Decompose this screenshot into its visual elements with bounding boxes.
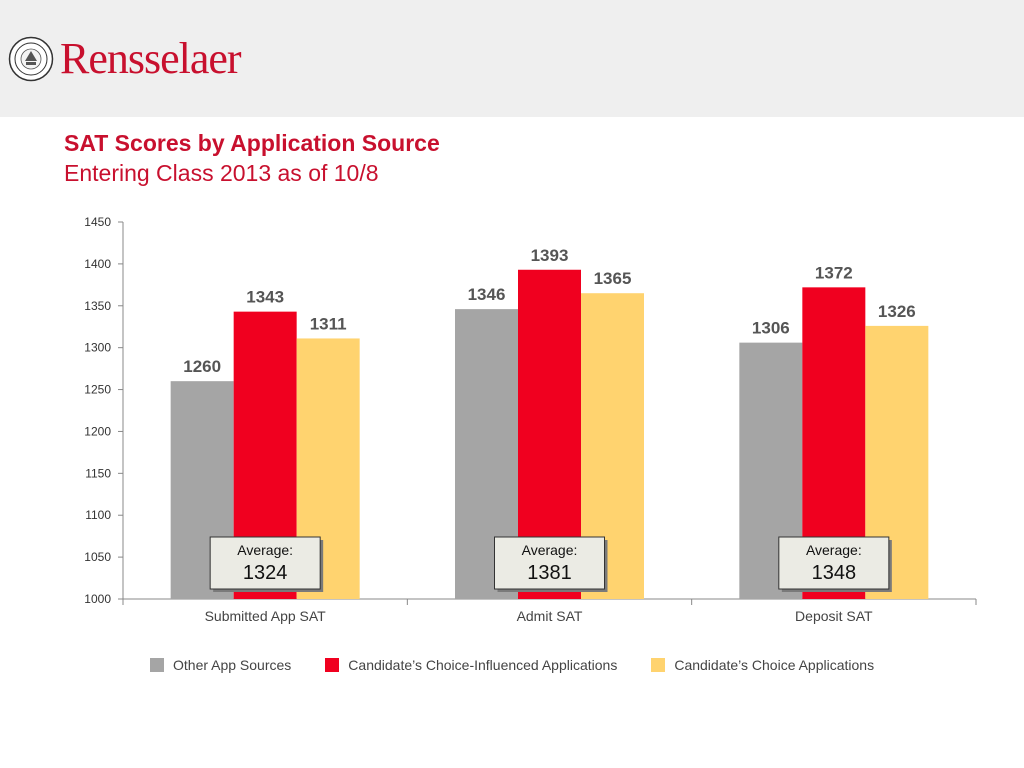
chart-title: SAT Scores by Application Source xyxy=(64,130,440,156)
data-label: 1343 xyxy=(246,288,284,307)
data-label: 1326 xyxy=(878,302,916,321)
y-tick-label: 1100 xyxy=(85,508,111,522)
legend-swatch xyxy=(325,658,340,672)
data-label: 1306 xyxy=(752,319,790,338)
average-box xyxy=(778,536,890,590)
brand-logo[interactable]: Rensselaer xyxy=(8,34,242,84)
x-category-label: Admit SAT xyxy=(517,608,583,624)
legend-item: Candidate’s Choice Applications xyxy=(651,657,874,673)
y-tick-label: 1000 xyxy=(84,592,111,606)
average-label: Average: xyxy=(806,542,862,558)
data-label: 1346 xyxy=(468,285,506,304)
y-tick-label: 1450 xyxy=(84,215,111,229)
legend-swatch xyxy=(150,658,164,672)
data-label: 1393 xyxy=(531,246,569,265)
average-value: 1348 xyxy=(812,562,857,584)
x-category-label: Submitted App SAT xyxy=(205,608,327,624)
average-box xyxy=(209,536,321,590)
chart-legend: Other App Sources Candidate’s Choice-Infl… xyxy=(150,657,908,673)
data-label: 1260 xyxy=(183,357,221,376)
average-value: 1324 xyxy=(243,562,288,584)
y-tick-label: 1300 xyxy=(84,341,111,355)
header-band xyxy=(0,0,1024,117)
legend-swatch xyxy=(651,658,666,672)
university-seal-icon xyxy=(8,36,54,82)
y-tick-label: 1350 xyxy=(84,299,111,313)
legend-label: Other App Sources xyxy=(173,657,292,673)
brand-wordmark: Rensselaer xyxy=(60,34,242,83)
y-tick-label: 1150 xyxy=(85,466,111,480)
y-tick-label: 1400 xyxy=(84,257,111,271)
average-value: 1381 xyxy=(527,562,572,584)
average-box xyxy=(494,536,605,590)
bar-chart: 1000 1050 1100 1150 1200 1250 1300 1350 1400 1450… xyxy=(84,215,977,624)
y-tick-label: 1250 xyxy=(84,383,111,397)
data-label: 1311 xyxy=(310,314,347,333)
legend-label: Candidate’s Choice Applications xyxy=(674,657,875,673)
data-label: 1372 xyxy=(815,263,853,282)
legend-item: Candidate’s Choice-Influenced Applicatio… xyxy=(325,657,617,673)
x-category-label: Deposit SAT xyxy=(795,608,873,624)
y-tick-label: 1200 xyxy=(84,424,111,438)
average-label: Average: xyxy=(237,542,293,558)
y-tick-label: 1050 xyxy=(84,550,111,564)
legend-label: Candidate’s Choice-Influenced Applicatio… xyxy=(348,657,618,673)
data-label: 1365 xyxy=(594,269,632,288)
average-label: Average: xyxy=(522,542,578,558)
title-block: SAT Scores by Application Source Enterin… xyxy=(64,128,440,188)
chart-subtitle: Entering Class 2013 as of 10/8 xyxy=(64,160,379,186)
legend-item: Other App Sources xyxy=(150,657,291,673)
